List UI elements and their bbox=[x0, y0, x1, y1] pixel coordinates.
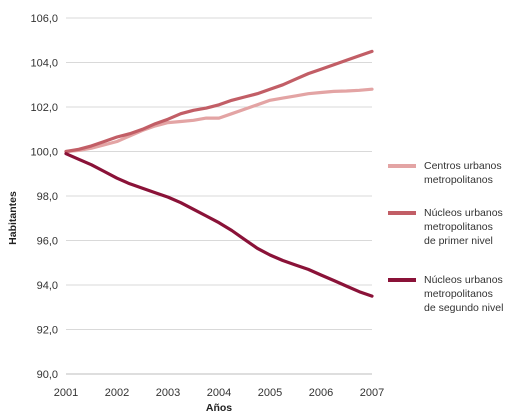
y-tick-label: 98,0 bbox=[37, 191, 58, 203]
y-tick-label: 90,0 bbox=[37, 369, 58, 381]
y-tick-label: 104,0 bbox=[30, 58, 58, 70]
legend-label: metropolitanos bbox=[424, 174, 493, 186]
legend-label: de primer nivel bbox=[424, 235, 493, 247]
gridlines bbox=[66, 17, 372, 375]
x-tick-label: 2001 bbox=[54, 387, 78, 399]
legend-item-2: Núcleos urbanos metropolitanos de primer n… bbox=[388, 207, 503, 247]
legend-label: metropolitanos bbox=[424, 288, 493, 300]
x-tick-label: 2006 bbox=[309, 387, 333, 399]
legend-label: metropolitanos bbox=[424, 221, 493, 233]
y-tick-label: 100,0 bbox=[30, 147, 58, 159]
x-tick-label: 2005 bbox=[258, 387, 282, 399]
legend-label: Centros urbanos bbox=[424, 160, 502, 172]
y-tick-label: 94,0 bbox=[37, 280, 58, 292]
x-tick-label: 2004 bbox=[207, 387, 231, 399]
legend-label: de segundo nivel bbox=[424, 302, 503, 314]
y-tick-label: 106,0 bbox=[30, 13, 58, 25]
legend-label: Núcleos urbanos bbox=[424, 207, 503, 219]
series-lines bbox=[64, 49, 374, 298]
y-axis-title: Habitantes bbox=[7, 191, 19, 245]
axes: 90,0 92,0 94,0 96,0 98,0 100,0 102,0 104,0 106,0… bbox=[30, 13, 384, 399]
y-tick-label: 102,0 bbox=[30, 102, 58, 114]
y-tick-label: 92,0 bbox=[37, 325, 58, 337]
y-tick-label: 96,0 bbox=[37, 236, 58, 248]
series-line-2 bbox=[64, 49, 374, 154]
x-axis-title: Años bbox=[206, 402, 232, 413]
legend-label: Núcleos urbanos bbox=[424, 274, 503, 286]
legend-item-3: Núcleos urbanos metropolitanos de segundo … bbox=[388, 274, 503, 314]
x-tick-label: 2003 bbox=[156, 387, 180, 399]
x-tick-label: 2002 bbox=[105, 387, 129, 399]
series-line-1 bbox=[64, 87, 374, 154]
series-line-3 bbox=[64, 152, 374, 298]
x-tick-label: 2007 bbox=[360, 387, 384, 399]
legend-item-1: Centros urbanos metropolitanos bbox=[388, 160, 502, 186]
